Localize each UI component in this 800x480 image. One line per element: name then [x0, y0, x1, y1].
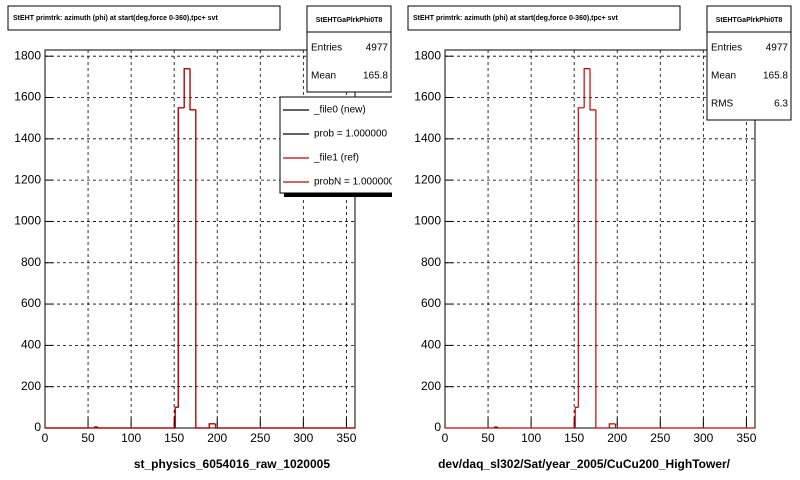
stats-value: 6.3 — [774, 99, 788, 110]
x-tick-label: 200 — [207, 431, 227, 445]
histogram-bin — [577, 107, 585, 408]
y-tick-label: 1200 — [14, 172, 41, 186]
histogram-bin — [189, 68, 196, 111]
x-tick-label: 200 — [607, 431, 627, 445]
x-tick-label: 100 — [521, 431, 541, 445]
y-tick-label: 1400 — [414, 131, 441, 145]
x-tick-label: 0 — [42, 431, 49, 445]
stats-label: Entries — [311, 43, 342, 54]
y-tick-label: 0 — [34, 420, 41, 434]
stats-value: 4977 — [766, 43, 789, 54]
x-axis-label: st_physics_6054016_raw_1020005 — [134, 457, 330, 471]
histogram-bin — [614, 423, 755, 429]
histogram-bin — [208, 423, 216, 428]
histogram-bin — [595, 109, 610, 429]
stats-label: Entries — [711, 43, 742, 54]
histogram-bin — [608, 423, 616, 428]
x-tick-label: 50 — [81, 431, 95, 445]
stats-title: StEHTGaPlrkPhi0T8 — [716, 17, 783, 24]
y-tick-label: 200 — [21, 379, 41, 393]
x-tick-label: 350 — [736, 431, 756, 445]
legend: _file0 (new) prob = 1.000000 _file1 (ref) p… — [279, 96, 395, 197]
histogram-bin — [94, 426, 98, 428]
stats-value: 4977 — [366, 43, 389, 54]
y-tick-label: 1000 — [14, 214, 41, 228]
title-box — [7, 5, 281, 31]
histogram-bin — [214, 423, 355, 429]
stats-label: Mean — [311, 71, 336, 82]
histogram-bin — [183, 67, 191, 108]
y-tick-label: 1600 — [14, 90, 41, 104]
y-tick-label: 600 — [421, 296, 441, 310]
x-tick-label: 250 — [650, 431, 670, 445]
legend-label: probN = 1.000000 — [314, 177, 395, 188]
stats-box — [306, 5, 392, 93]
y-tick-label: 1800 — [414, 48, 441, 62]
y-tick-label: 600 — [21, 296, 41, 310]
x-tick-label: 150 — [164, 431, 184, 445]
panel: 0 200 400 600 800 1000 1200 1400 1600 1800 0 50 100 1… — [7, 5, 395, 471]
x-tick-label: 350 — [336, 431, 356, 445]
histogram-bin — [174, 406, 179, 428]
stats-value: 165.8 — [763, 71, 788, 82]
legend-label: _file0 (new) — [313, 105, 366, 116]
y-tick-label: 1200 — [414, 172, 441, 186]
histogram-bin — [195, 109, 210, 429]
y-tick-label: 1000 — [414, 214, 441, 228]
legend-label: _file1 (ref) — [313, 153, 359, 164]
histogram-bin — [177, 107, 185, 408]
stats-label: Mean — [711, 71, 736, 82]
legend-label: prob = 1.000000 — [314, 129, 388, 140]
x-axis-label: dev/daq_sl302/Sat/year_2005/CuCu200_High… — [438, 457, 731, 471]
histogram-bin — [97, 426, 176, 429]
y-tick-label: 800 — [21, 255, 41, 269]
x-tick-label: 0 — [442, 431, 449, 445]
histogram-bin — [583, 67, 591, 108]
title-box — [407, 5, 681, 31]
x-tick-label: 100 — [121, 431, 141, 445]
y-tick-label: 800 — [421, 255, 441, 269]
y-tick-label: 400 — [421, 338, 441, 352]
y-tick-label: 200 — [421, 379, 441, 393]
panel: 0 200 400 600 800 1000 1200 1400 1600 1800 0 50 100 1… — [407, 5, 792, 471]
stats-title: StEHTGaPlrkPhi0T8 — [316, 17, 383, 24]
histogram-bin — [574, 406, 579, 428]
chart-title: StEHT primtrk: azimuth (phi) at start(de… — [13, 15, 218, 22]
chart-title: StEHT primtrk: azimuth (phi) at start(de… — [413, 15, 618, 22]
x-tick-label: 300 — [293, 431, 313, 445]
x-tick-label: 250 — [250, 431, 270, 445]
x-tick-label: 150 — [564, 431, 584, 445]
x-tick-label: 300 — [693, 431, 713, 445]
stats-value: 165.8 — [363, 71, 388, 82]
y-tick-label: 1800 — [14, 48, 41, 62]
y-tick-label: 1600 — [414, 90, 441, 104]
stats-label: RMS — [711, 99, 734, 110]
histogram-bin — [494, 426, 498, 428]
x-tick-label: 50 — [481, 431, 495, 445]
y-tick-label: 0 — [434, 420, 441, 434]
y-tick-label: 400 — [21, 338, 41, 352]
legend-box — [279, 96, 392, 194]
y-tick-label: 1400 — [14, 131, 41, 145]
stats-box — [706, 5, 792, 121]
histogram-bin — [589, 68, 596, 111]
histogram-bin — [497, 426, 576, 429]
